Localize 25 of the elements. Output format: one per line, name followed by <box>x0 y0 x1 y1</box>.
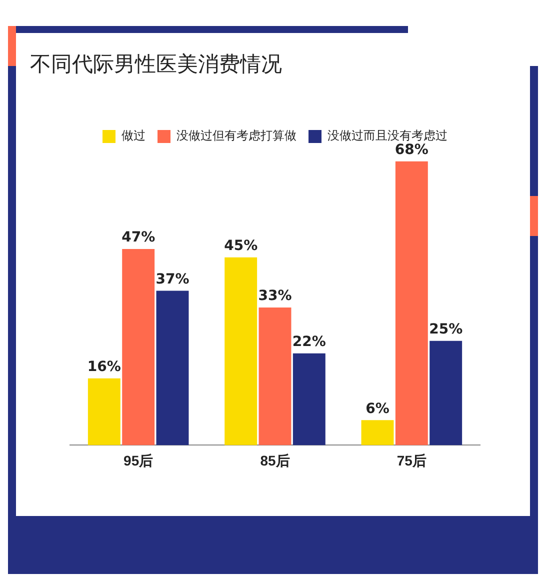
bar <box>395 161 428 446</box>
x-tick-label: 75后 <box>396 452 426 468</box>
bar <box>224 257 258 446</box>
bar <box>292 353 326 446</box>
x-tick-label: 85后 <box>260 452 290 468</box>
bar <box>122 249 155 446</box>
x-tick-label: 95后 <box>124 452 154 468</box>
data-label: 16% <box>87 359 121 376</box>
legend-label: 没做过而且没有考虑过 <box>328 128 448 143</box>
legend-label: 做过 <box>122 128 146 143</box>
legend-label: 没做过但有考虑打算做 <box>176 128 296 143</box>
chart-title: 不同代际男性医美消费情况 <box>30 51 282 78</box>
data-label: 68% <box>394 142 428 158</box>
data-label: 6% <box>366 400 390 417</box>
data-label: 22% <box>292 334 326 350</box>
bar <box>258 307 292 446</box>
bar <box>88 378 120 446</box>
bar <box>361 420 394 446</box>
data-label: 45% <box>224 238 258 254</box>
bar <box>430 340 462 446</box>
bar <box>156 290 189 446</box>
data-label: 25% <box>429 321 463 338</box>
data-label: 37% <box>156 271 190 288</box>
data-label: 47% <box>122 230 156 246</box>
data-label: 33% <box>258 288 292 304</box>
